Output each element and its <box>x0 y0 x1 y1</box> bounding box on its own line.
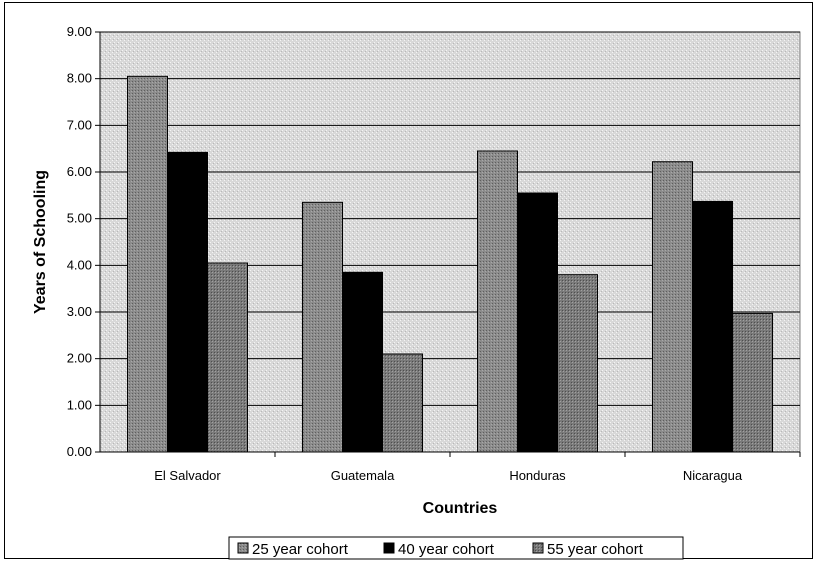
y-tick-label: 3.00 <box>67 304 92 319</box>
y-tick-label: 7.00 <box>67 117 92 132</box>
x-axis-title: Countries <box>423 500 498 517</box>
bar-55-year-cohort <box>382 353 423 453</box>
legend-swatch <box>532 542 544 554</box>
bars <box>127 75 773 453</box>
legend-label: 40 year cohort <box>398 541 495 558</box>
x-tick-label: El Salvador <box>154 468 221 483</box>
legend-swatch <box>383 542 395 554</box>
y-tick-label: 1.00 <box>67 397 92 412</box>
bar-25-year-cohort <box>127 75 168 453</box>
legend: 25 year cohort 40 year cohort 55 year coho… <box>228 536 684 560</box>
legend-box <box>228 536 684 560</box>
bar-25-year-cohort <box>652 161 693 453</box>
y-tick-label: 2.00 <box>67 351 92 366</box>
x-tick-label: Nicaragua <box>683 468 743 483</box>
y-axis-ticks: 0.00 1.00 2.00 3.00 4.00 5.00 6.00 7.00 8.00 9.00 <box>67 24 100 459</box>
bar-55-year-cohort <box>557 274 598 453</box>
x-axis-ticks: El Salvador Guatemala Honduras Nicaragua <box>154 452 801 483</box>
y-tick-label: 8.00 <box>67 71 92 86</box>
y-axis-title: Years of Schooling <box>32 170 49 314</box>
bar-55-year-cohort <box>207 262 248 453</box>
bar-40-year-cohort <box>692 200 733 453</box>
bar-25-year-cohort <box>477 150 518 453</box>
x-tick-label: Guatemala <box>331 468 395 483</box>
x-tick-label: Honduras <box>509 468 566 483</box>
y-tick-label: 9.00 <box>67 24 92 39</box>
legend-label: 25 year cohort <box>252 541 349 558</box>
bar-40-year-cohort <box>517 192 558 453</box>
bar-40-year-cohort <box>167 151 208 453</box>
y-tick-label: 0.00 <box>67 444 92 459</box>
bar-55-year-cohort <box>732 312 773 453</box>
y-tick-label: 5.00 <box>67 211 92 226</box>
bar-25-year-cohort <box>302 201 343 453</box>
legend-label: 55 year cohort <box>547 541 644 558</box>
y-tick-label: 6.00 <box>67 164 92 179</box>
legend-swatch <box>237 542 249 554</box>
bar-40-year-cohort <box>342 271 383 453</box>
y-tick-label: 4.00 <box>67 257 92 272</box>
